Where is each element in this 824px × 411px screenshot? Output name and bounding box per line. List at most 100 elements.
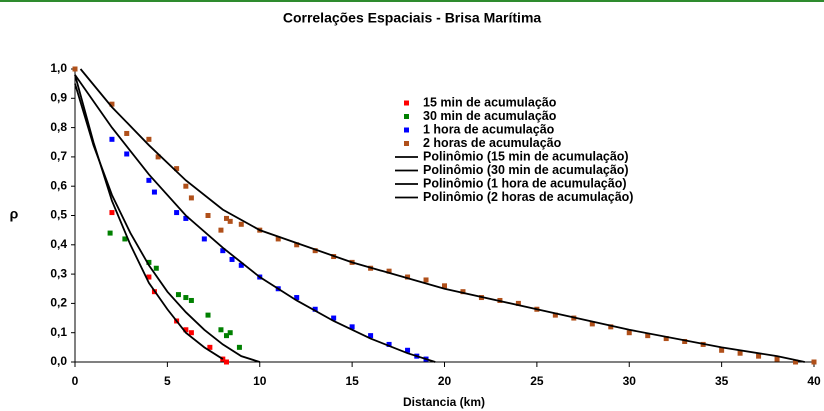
data-point [442, 283, 447, 289]
x-tick-label: 20 [438, 374, 452, 388]
data-point [124, 130, 130, 136]
legend-label: 30 min de acumulação [423, 109, 557, 123]
legend-label: 2 horas de acumulação [423, 136, 562, 150]
data-point [223, 333, 229, 339]
y-tick-label: 0,0 [50, 354, 67, 368]
data-point [183, 183, 189, 189]
data-point [227, 330, 233, 336]
data-point [349, 324, 355, 330]
data-point [205, 312, 211, 318]
y-tick-label: 0,8 [50, 120, 67, 134]
data-point [175, 292, 181, 298]
data-point [124, 151, 130, 157]
legend-label: Polinômio (1 hora de acumulação) [423, 176, 627, 190]
data-point [188, 330, 194, 336]
data-point [405, 274, 411, 280]
data-point [72, 66, 78, 72]
data-point [331, 315, 337, 321]
y-tick-label: 0,1 [50, 325, 67, 339]
data-point [811, 359, 817, 365]
data-point [589, 321, 595, 327]
fit-line [74, 74, 224, 360]
legend-label: Polinômio (15 min de acumulação) [423, 149, 629, 163]
data-point [146, 136, 152, 142]
data-point [793, 359, 799, 365]
legend-marker [404, 127, 409, 133]
data-point [223, 215, 229, 221]
data-point [205, 213, 211, 218]
x-tick-label: 10 [253, 374, 267, 388]
data-point [201, 236, 207, 242]
x-tick-label: 0 [72, 374, 79, 388]
data-point [663, 336, 669, 342]
data-point [218, 327, 224, 333]
data-point [386, 268, 392, 274]
x-tick-label: 15 [345, 374, 359, 388]
x-tick-label: 35 [715, 374, 729, 388]
data-point [312, 306, 318, 312]
y-tick-label: 1,0 [50, 61, 67, 75]
data-point [155, 154, 161, 160]
data-point [515, 300, 521, 306]
data-point [229, 256, 235, 262]
data-point [682, 338, 688, 344]
x-tick-label: 25 [530, 374, 544, 388]
data-point [183, 327, 189, 333]
data-point [146, 259, 152, 265]
x-tick-label: 5 [164, 374, 171, 388]
data-point [109, 210, 115, 216]
data-point [207, 344, 213, 350]
data-point [220, 248, 226, 254]
chart-title: Correlações Espaciais - Brisa Marítima [283, 10, 542, 26]
data-point [109, 101, 115, 107]
data-point [294, 295, 300, 301]
legend-marker [404, 141, 409, 146]
data-point [756, 353, 762, 359]
data-point [626, 330, 632, 336]
data-point [183, 295, 189, 301]
y-tick-label: 0,4 [50, 237, 67, 251]
data-point [107, 230, 113, 236]
top-border [0, 0, 824, 2]
data-point [238, 262, 244, 268]
data-point [218, 227, 224, 233]
x-tick-label: 40 [807, 374, 821, 388]
legend-label: Polinômio (30 min de acumulação) [423, 163, 629, 177]
data-point [294, 242, 300, 248]
data-point [122, 236, 128, 242]
y-axis-label: ρ [10, 206, 19, 222]
data-point [275, 236, 281, 242]
data-point [552, 312, 558, 318]
data-point [405, 347, 411, 353]
legend-label: 15 min de acumulação [423, 95, 557, 109]
data-point [645, 333, 651, 339]
data-point [146, 274, 152, 280]
data-point [238, 221, 244, 227]
data-point [188, 195, 194, 201]
data-point [737, 350, 743, 356]
data-point [223, 359, 229, 365]
y-tick-label: 0,6 [50, 178, 67, 192]
data-point [183, 215, 189, 221]
data-point [608, 324, 614, 330]
data-point [423, 277, 429, 283]
legend-label: 1 hora de acumulação [423, 122, 555, 136]
x-tick-label: 30 [623, 374, 637, 388]
data-point [188, 297, 194, 303]
y-tick-label: 0,7 [50, 149, 67, 163]
data-point [227, 218, 233, 224]
legend-marker [404, 100, 409, 106]
y-tick-label: 0,9 [50, 90, 67, 104]
fit-line [74, 74, 436, 363]
fit-line [79, 68, 805, 363]
data-point [146, 177, 152, 183]
legend-label: Polinômio (2 horas de acumulação) [423, 190, 633, 204]
data-point [153, 265, 159, 271]
data-point [174, 166, 180, 172]
data-point [174, 210, 180, 216]
y-tick-label: 0,5 [50, 208, 67, 222]
y-tick-label: 0,3 [50, 266, 67, 280]
